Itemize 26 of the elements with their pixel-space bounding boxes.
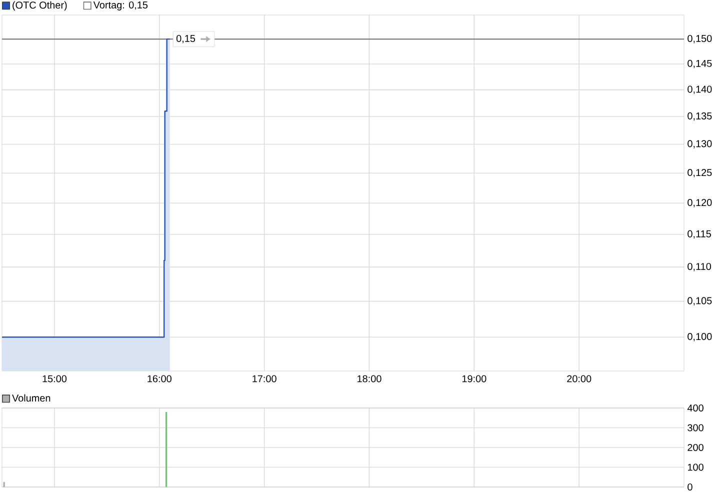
- y-tick-label: 100: [688, 464, 704, 471]
- legend-label: (OTC Other): [12, 1, 67, 11]
- x-tick-label: 18:00: [358, 375, 382, 382]
- y-tick-label: 0,135: [688, 112, 712, 121]
- legend-label: Vortag: 0,15: [93, 1, 148, 10]
- y-tick-label: 200: [688, 444, 704, 452]
- x-tick-label: 17:00: [252, 375, 276, 382]
- legend-label: Volumen: [12, 394, 50, 402]
- x-tick-label: 15:00: [42, 375, 67, 382]
- y-tick-label: 0,115: [688, 230, 711, 239]
- y-tick-label: 0,105: [688, 297, 712, 306]
- y-tick-label: 400: [687, 404, 704, 412]
- y-tick-label: 0,145: [688, 60, 712, 68]
- y-tick-label: 300: [688, 424, 704, 432]
- y-tick-label: 0,110: [688, 262, 712, 272]
- y-tick-label: 0,100: [688, 333, 712, 342]
- x-tick-label: 20:00: [567, 375, 592, 382]
- y-tick-label: 0,130: [688, 140, 712, 148]
- y-tick-label: 0: [688, 483, 692, 491]
- annotation: 0,15: [176, 34, 196, 44]
- y-tick-label: 0,150: [688, 34, 712, 44]
- y-tick-label: 0,125: [688, 168, 712, 178]
- y-tick-label: 0,140: [688, 86, 712, 94]
- y-tick-label: 0,120: [688, 199, 712, 208]
- x-tick-label: 19:00: [462, 375, 486, 382]
- x-tick-label: 16:00: [148, 375, 172, 382]
